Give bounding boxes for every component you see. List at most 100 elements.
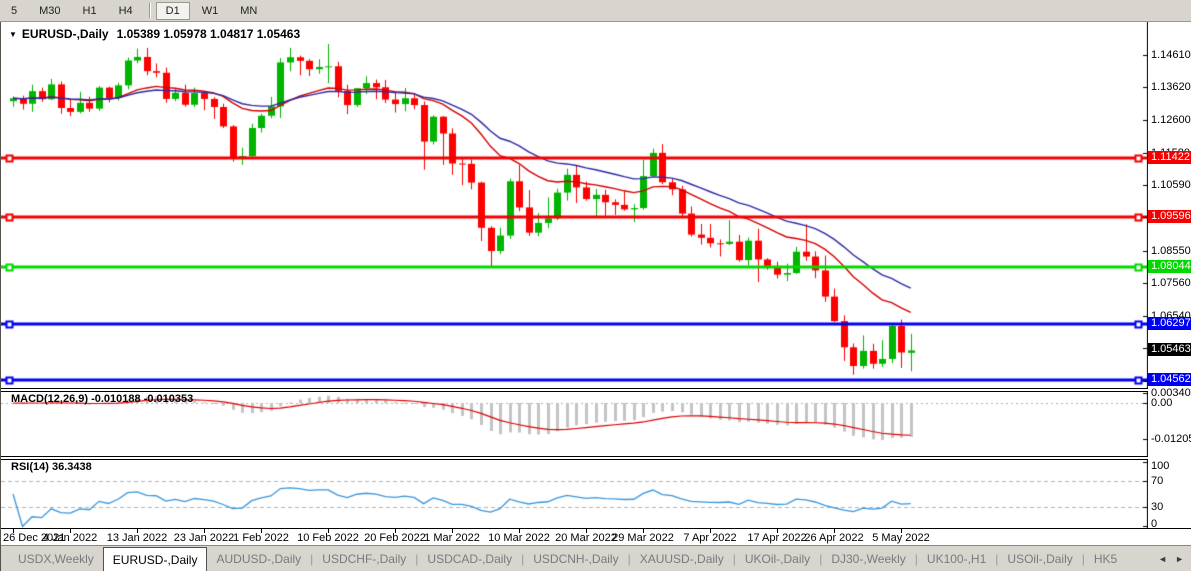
toolbar-separator <box>148 3 150 18</box>
date-tick-label: 29 Mar 2022 <box>612 532 674 544</box>
tab-scroll-left-icon[interactable]: ◄ <box>1158 553 1168 564</box>
date-tick-label: 4 Jan 2022 <box>42 532 98 544</box>
date-tick-label: 20 Mar 2022 <box>555 532 617 544</box>
macd-tick-label: 0.00 <box>1151 397 1173 409</box>
date-tick-mark <box>395 529 396 533</box>
date-tick-mark <box>901 529 902 533</box>
tab-divider: | <box>521 551 525 566</box>
timeframe-w1-button[interactable]: W1 <box>201 4 219 17</box>
price-tick-label: 1.13620 <box>1151 80 1191 93</box>
hline-price-badge: 1.04562 <box>1148 372 1191 386</box>
macd-panel-canvas[interactable] <box>1 392 1148 456</box>
rsi-tick-label: 30 <box>1151 501 1164 513</box>
timeframe-5-button[interactable]: 5 <box>11 4 18 17</box>
rsi-tick-label: 70 <box>1151 475 1164 487</box>
tab-usdchf-daily[interactable]: USDCHF-,Daily <box>322 551 407 566</box>
macd-header: MACD(12,26,9) -0.010188 -0.010353 <box>11 393 193 405</box>
date-tick-mark <box>710 529 711 533</box>
tab-ukoil-daily[interactable]: UKOil-,Daily <box>744 551 811 566</box>
tab-usoil-daily[interactable]: USOil-,Daily <box>1007 551 1073 566</box>
date-axis: 26 Dec 2021 4 Jan 2022 13 Jan 2022 23 Jan 2… <box>1 528 1191 545</box>
date-tick-label: 26 Apr 2022 <box>804 532 864 544</box>
tab-audusd-daily[interactable]: AUDUSD-,Daily <box>216 551 302 566</box>
rsi-label: RSI(14) <box>11 461 49 473</box>
tab-divider: | <box>995 551 999 566</box>
date-tick-mark <box>834 529 835 533</box>
chart-title: ▼ EURUSD-,Daily 1.05389 1.05978 1.04817 1.… <box>9 27 300 41</box>
rsi-panel-canvas[interactable] <box>1 460 1148 528</box>
macd-tick-label: 0.003408 <box>1151 386 1191 399</box>
chart-ohlc-values: 1.05389 1.05978 1.04817 1.05463 <box>116 27 301 41</box>
tab-divider: | <box>310 551 314 566</box>
date-tick-label: 7 Apr 2022 <box>683 532 737 544</box>
tab-divider: | <box>1081 551 1085 566</box>
rsi-header: RSI(14) 36.3438 <box>11 461 92 473</box>
tab-dj30-weekly[interactable]: DJ30-,Weekly <box>831 551 906 566</box>
date-tick-label: 1 Feb 2022 <box>233 532 289 544</box>
tab-usdcnh-daily[interactable]: USDCNH-,Daily <box>533 551 619 566</box>
symbol-tabbar: USDX,Weekly EURUSD-,Daily AUDUSD-,Daily | US… <box>1 545 1191 571</box>
timeframe-h4-button[interactable]: H4 <box>118 4 133 17</box>
date-tick-mark <box>70 529 71 533</box>
tab-usdcad-daily[interactable]: USDCAD-,Daily <box>427 551 513 566</box>
tabbar-spacer <box>1126 546 1150 571</box>
tab-divider: | <box>819 551 823 566</box>
price-chart-canvas[interactable] <box>1 22 1148 388</box>
tabbar-left-gap <box>1 546 9 571</box>
tab-eurusd-daily[interactable]: EURUSD-,Daily <box>102 547 208 571</box>
tab-scroll-controls: ◄ ► <box>1150 546 1191 571</box>
tab-xauusd-daily[interactable]: XAUUSD-,Daily <box>639 551 724 566</box>
rsi-value: 36.3438 <box>51 461 92 473</box>
timeframe-d1-button[interactable]: D1 <box>155 1 190 20</box>
date-tick-label: 26 Dec 2021 <box>3 532 66 544</box>
price-tick-label: 1.14610 <box>1151 49 1191 61</box>
date-tick-mark <box>452 529 453 533</box>
timeframe-m30-button[interactable]: M30 <box>39 4 61 17</box>
macd-label: MACD(12,26,9) <box>11 393 89 405</box>
date-tick-label: 10 Mar 2022 <box>488 532 550 544</box>
date-tick-mark <box>777 529 778 533</box>
chart-symbol-label: EURUSD-,Daily <box>21 27 109 41</box>
date-tick-mark <box>643 529 644 533</box>
hline-price-badge: 1.08044 <box>1148 260 1191 274</box>
date-tick-mark <box>204 529 205 533</box>
tab-divider: | <box>914 551 918 566</box>
date-tick-label: 5 May 2022 <box>872 532 930 544</box>
symbol-dropdown-icon[interactable]: ▼ <box>9 30 17 39</box>
price-tick-label: 1.07560 <box>1151 276 1191 289</box>
hline-price-badge: 1.09596 <box>1148 209 1191 223</box>
price-tick-label: 1.12600 <box>1151 113 1191 126</box>
current-price-badge: 1.05463 <box>1148 343 1191 357</box>
date-tick-mark <box>261 529 262 533</box>
tab-hk5[interactable]: HK5 <box>1093 551 1118 566</box>
date-tick-label: 23 Jan 2022 <box>173 532 235 544</box>
panel-separator[interactable] <box>1 388 1191 392</box>
timeframe-toolbar: 5 M30 H1 H4 D1 W1 MN <box>0 0 1191 22</box>
price-tick-label: 1.08550 <box>1151 244 1191 257</box>
timeframe-h1-button[interactable]: H1 <box>82 4 97 17</box>
date-tick-mark <box>519 529 520 533</box>
timeframe-mn-button[interactable]: MN <box>240 4 258 17</box>
price-axis: 1.146101.136201.126001.115801.105901.096… <box>1148 22 1191 530</box>
tab-divider: | <box>627 551 631 566</box>
date-tick-label: 10 Feb 2022 <box>297 532 359 544</box>
date-tick-label: 17 Apr 2022 <box>747 532 807 544</box>
rsi-tick-label: 100 <box>1151 460 1170 472</box>
date-tick-mark <box>586 529 587 533</box>
macd-tick-label: -0.012058 <box>1151 432 1191 445</box>
date-tick-label: 20 Feb 2022 <box>364 532 426 544</box>
chart-area: ▼ EURUSD-,Daily 1.05389 1.05978 1.04817 1.… <box>0 22 1191 571</box>
hline-price-badge: 1.06297 <box>1148 316 1191 330</box>
hline-price-badge: 1.11422 <box>1148 150 1191 164</box>
tab-usdx-weekly[interactable]: USDX,Weekly <box>18 551 94 566</box>
tab-scroll-right-icon[interactable]: ► <box>1175 553 1184 564</box>
panel-separator[interactable] <box>1 456 1191 460</box>
date-tick-mark <box>13 529 14 533</box>
tab-uk100-h1[interactable]: UK100-,H1 <box>926 551 987 566</box>
date-tick-label: 13 Jan 2022 <box>106 532 168 544</box>
date-tick-label: 1 Mar 2022 <box>424 532 480 544</box>
macd-values: -0.010188 -0.010353 <box>91 393 194 405</box>
rsi-tick-label: 0 <box>1151 518 1158 530</box>
tab-divider: | <box>732 551 736 566</box>
